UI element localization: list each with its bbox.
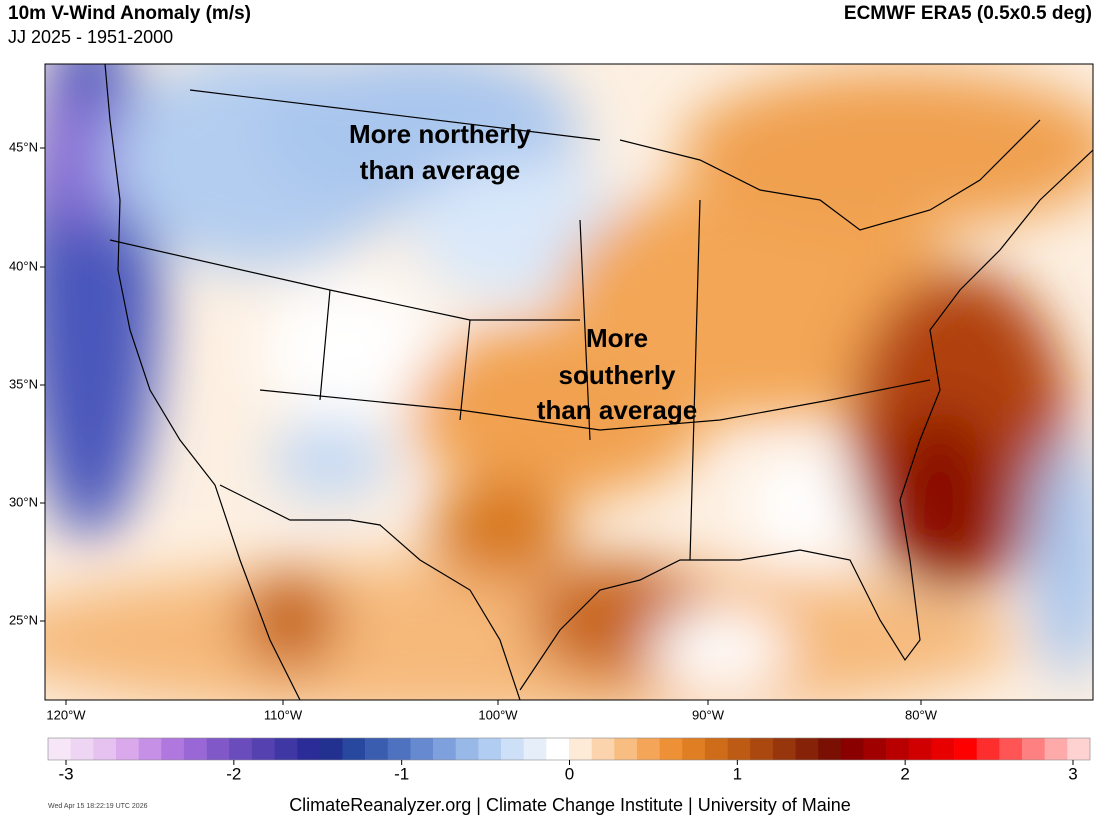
- lon-label: 120°W: [46, 707, 86, 722]
- colorbar-swatch: [274, 738, 298, 760]
- annotation: than average: [537, 395, 697, 425]
- colorbar-swatch: [931, 738, 955, 760]
- colorbar-swatch: [727, 738, 751, 760]
- lon-label: 100°W: [478, 707, 518, 722]
- colorbar-swatch: [1044, 738, 1068, 760]
- colorbar-swatch: [772, 738, 796, 760]
- source: ECMWF ERA5 (0.5x0.5 deg): [844, 3, 1092, 24]
- colorbar-swatch: [999, 738, 1023, 760]
- credit: ClimateReanalyzer.org | Climate Change I…: [289, 795, 851, 815]
- annotation: than average: [360, 155, 520, 185]
- lon-label: 80°W: [905, 707, 938, 722]
- colorbar-swatch: [976, 738, 1000, 760]
- colorbar-label: -3: [58, 764, 73, 783]
- colorbar-swatch: [48, 738, 71, 760]
- colorbar-swatch: [387, 738, 411, 760]
- colorbar-swatch: [410, 738, 434, 760]
- colorbar-swatch: [569, 738, 592, 760]
- map-frame: [44, 63, 1094, 701]
- colorbar-swatch: [70, 738, 94, 760]
- lat-label: 30°N: [9, 494, 38, 509]
- colorbar-swatch: [115, 738, 139, 760]
- lat-label: 25°N: [9, 612, 38, 627]
- colorbar-swatch: [523, 738, 547, 760]
- colorbar-label: -2: [226, 764, 241, 783]
- colorbar-swatch: [93, 738, 117, 760]
- colorbar-swatch: [886, 738, 910, 760]
- colorbar-swatch: [818, 738, 842, 760]
- timestamp: Wed Apr 15 18:22:19 UTC 2026: [48, 803, 148, 810]
- colorbar-swatch: [138, 738, 162, 760]
- colorbar-swatch: [251, 738, 275, 760]
- colorbar-label: 0: [565, 764, 574, 783]
- colorbar-swatch: [908, 738, 932, 760]
- colorbar-swatch: [183, 738, 207, 760]
- colorbar-swatch: [229, 738, 253, 760]
- lat-label: 35°N: [9, 376, 38, 391]
- colorbar-swatch: [750, 738, 774, 760]
- colorbar-swatch: [659, 738, 683, 760]
- title: 10m V-Wind Anomaly (m/s): [8, 3, 251, 24]
- colorbar-swatch: [591, 738, 615, 760]
- colorbar-swatch: [161, 738, 185, 760]
- colorbar-swatch: [704, 738, 728, 760]
- colorbar-swatch: [840, 738, 864, 760]
- colorbar-swatch: [455, 738, 479, 760]
- annotation: southerly: [558, 360, 676, 390]
- colorbar-swatch: [297, 738, 321, 760]
- subtitle: JJ 2025 - 1951-2000: [8, 27, 173, 47]
- colorbar-swatch: [614, 738, 638, 760]
- colorbar-swatch: [365, 738, 389, 760]
- colorbar-swatch: [206, 738, 230, 760]
- map-field: More northerly than average More souther…: [45, 64, 1093, 700]
- annotation: More northerly: [349, 119, 532, 149]
- colorbar-swatch: [546, 738, 570, 760]
- colorbar-swatch: [795, 738, 819, 760]
- colorbar-swatch: [433, 738, 457, 760]
- colorbar-swatch: [1067, 738, 1091, 760]
- colorbar-swatch: [342, 738, 366, 760]
- colorbar-swatch: [954, 738, 978, 760]
- colorbar-swatch: [478, 738, 502, 760]
- colorbar-swatch: [319, 738, 343, 760]
- colorbar-swatch: [501, 738, 524, 760]
- colorbar-label: 3: [1068, 764, 1077, 783]
- lat-label: 45°N: [9, 139, 38, 154]
- colorbar-label: 2: [900, 764, 909, 783]
- colorbar-swatch: [682, 738, 706, 760]
- lat-label: 40°N: [9, 258, 38, 273]
- annotation: More: [586, 323, 648, 353]
- colorbar-label: -1: [394, 764, 409, 783]
- colorbar-label: 1: [733, 764, 742, 783]
- lon-label: 110°W: [264, 707, 303, 722]
- colorbar-swatch: [636, 738, 660, 760]
- colorbar-swatch: [863, 738, 887, 760]
- lon-label: 90°W: [692, 707, 725, 722]
- colorbar-swatch: [1022, 738, 1045, 760]
